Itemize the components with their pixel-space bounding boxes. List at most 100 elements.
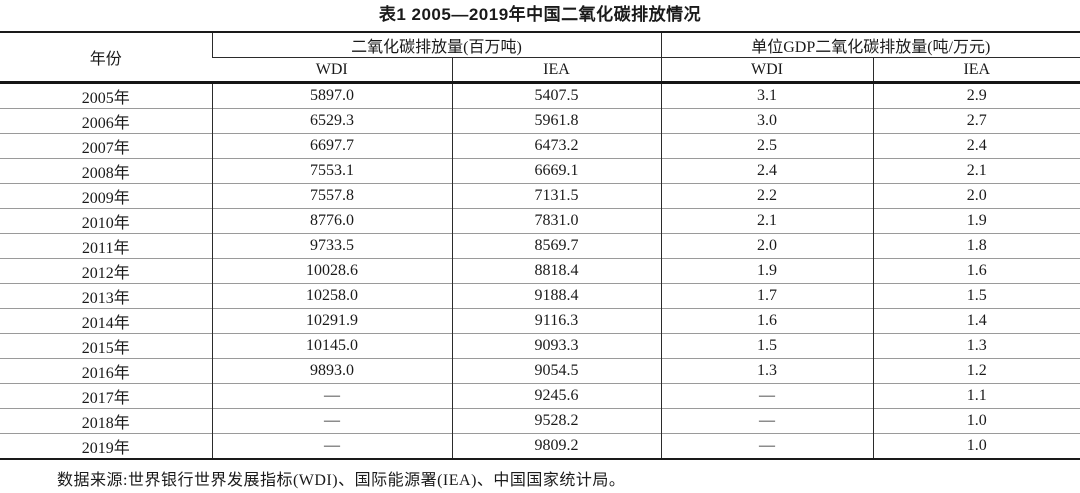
cell-int-iea: 1.6	[872, 258, 1080, 284]
cell-year: 2017年	[0, 383, 212, 409]
cell-int-wdi: 1.5	[660, 333, 874, 359]
table-row: 2005年 5897.0 5407.5 3.1 2.9	[0, 82, 1080, 109]
cell-int-iea: 1.3	[872, 333, 1080, 359]
cell-year: 2007年	[0, 133, 212, 159]
header-year: 年份	[0, 32, 212, 84]
table-row: 2012年 10028.6 8818.4 1.9 1.6	[0, 258, 1080, 284]
cell-year: 2005年	[81, 90, 130, 107]
cell-int-iea: 2.0	[872, 183, 1080, 209]
cell-co2-wdi: 10145.0	[211, 333, 452, 359]
cell-co2-wdi: —	[211, 433, 452, 459]
cell-co2-wdi: 9893.0	[211, 358, 452, 384]
cell-co2-wdi: 8776.0	[211, 208, 452, 234]
cell-int-wdi: —	[660, 433, 874, 459]
cell-year: 2008年	[0, 158, 212, 184]
cell-co2-wdi: 10291.9	[211, 308, 452, 334]
cell-co2-wdi: 9733.5	[211, 233, 452, 259]
cell-year: 2015年	[0, 333, 212, 359]
cell-int-wdi: 2.4	[660, 158, 874, 184]
cell-int-wdi: 1.6	[660, 308, 874, 334]
cell-int-wdi: 1.3	[660, 358, 874, 384]
header-co2-iea: IEA	[451, 57, 662, 84]
cell-co2-iea: 6473.2	[451, 133, 662, 159]
header-intensity-iea: IEA	[872, 57, 1080, 84]
data-source-note: 数据来源:世界银行世界发展指标(WDI)、国际能源署(IEA)、中国国家统计局。	[57, 472, 626, 489]
header-group-row: 年份 二氧化碳排放量(百万吨) 单位GDP二氧化碳排放量(吨/万元)	[0, 32, 1080, 84]
cell-int-iea: 1.9	[872, 208, 1080, 234]
cell-int-wdi: 2.1	[660, 208, 874, 234]
cell-co2-iea: 8569.7	[451, 233, 662, 259]
cell-year: 2013年	[0, 283, 212, 309]
header-intensity-wdi: WDI	[660, 57, 874, 84]
cell-int-iea: 1.0	[872, 433, 1080, 459]
cell-int-wdi: 3.0	[660, 108, 874, 134]
table-header: 年份 二氧化碳排放量(百万吨) 单位GDP二氧化碳排放量(吨/万元) WDI I…	[0, 32, 1080, 84]
cell-co2-iea: 9528.2	[451, 408, 662, 434]
cell-co2-iea: 6669.1	[451, 158, 662, 184]
cell-year: 2012年	[0, 258, 212, 284]
table-row: 2019年 — 9809.2 — 1.0	[0, 433, 1080, 459]
table-row: 2009年 7557.8 7131.5 2.2 2.0	[0, 183, 1080, 209]
table-body: 2005年 5897.0 5407.5 3.1 2.9 2006年 6529.3…	[0, 82, 1080, 459]
table-row: 2014年 10291.9 9116.3 1.6 1.4	[0, 308, 1080, 334]
cell-co2-iea: 7131.5	[451, 183, 662, 209]
cell-co2-wdi: 5897.0	[211, 82, 452, 109]
cell-int-wdi: 2.5	[660, 133, 874, 159]
cell-int-iea: 1.0	[872, 408, 1080, 434]
cell-co2-iea: 9188.4	[451, 283, 662, 309]
cell-co2-iea: 5961.8	[451, 108, 662, 134]
cell-co2-iea: 9054.5	[451, 358, 662, 384]
table-row: 2013年 10258.0 9188.4 1.7 1.5	[0, 283, 1080, 309]
cell-year: 2009年	[0, 183, 212, 209]
table-row: 2016年 9893.0 9054.5 1.3 1.2	[0, 358, 1080, 384]
cell-year: 2011年	[0, 233, 212, 259]
cell-co2-wdi: 10258.0	[211, 283, 452, 309]
table-row: 2006年 6529.3 5961.8 3.0 2.7	[0, 108, 1080, 134]
cell-int-iea: 2.9	[872, 82, 1080, 109]
cell-co2-wdi: 6529.3	[211, 108, 452, 134]
cell-int-iea: 2.7	[872, 108, 1080, 134]
cell-co2-iea: 5407.5	[451, 82, 662, 109]
header-co2-group: 二氧化碳排放量(百万吨)	[211, 32, 662, 58]
table-row: 2017年 — 9245.6 — 1.1	[0, 383, 1080, 409]
table-row: 2011年 9733.5 8569.7 2.0 1.8	[0, 233, 1080, 259]
header-co2-wdi: WDI	[212, 57, 452, 84]
cell-co2-wdi: 7557.8	[211, 183, 452, 209]
cell-year: 2010年	[0, 208, 212, 234]
table-row: 2018年 — 9528.2 — 1.0	[0, 408, 1080, 434]
table-caption: 表1 2005—2019年中国二氧化碳排放情况	[378, 5, 702, 24]
cell-year: 2006年	[0, 108, 212, 134]
cell-co2-wdi: —	[211, 383, 452, 409]
cell-co2-iea: 7831.0	[451, 208, 662, 234]
table-row: 2015年 10145.0 9093.3 1.5 1.3	[0, 333, 1080, 359]
cell-co2-iea: 8818.4	[451, 258, 662, 284]
cell-co2-iea: 9116.3	[451, 308, 662, 334]
cell-co2-wdi: 7553.1	[211, 158, 452, 184]
cell-int-iea: 1.4	[872, 308, 1080, 334]
cell-year: 2016年	[0, 358, 212, 384]
table-row: 2010年 8776.0 7831.0 2.1 1.9	[0, 208, 1080, 234]
cell-int-wdi: 2.2	[660, 183, 874, 209]
cell-int-iea: 1.2	[872, 358, 1080, 384]
cell-int-wdi: —	[660, 383, 874, 409]
cell-int-iea: 1.1	[872, 383, 1080, 409]
cell-year: 2014年	[0, 308, 212, 334]
header-sub-row: WDI IEA WDI IEA	[0, 57, 1080, 84]
header-intensity-group: 单位GDP二氧化碳排放量(吨/万元)	[660, 32, 1080, 58]
table-row: 2008年 7553.1 6669.1 2.4 2.1	[0, 158, 1080, 184]
cell-co2-iea: 9809.2	[451, 433, 662, 459]
table-row: 2007年 6697.7 6473.2 2.5 2.4	[0, 133, 1080, 159]
cell-co2-wdi: —	[211, 408, 452, 434]
cell-co2-wdi: 6697.7	[211, 133, 452, 159]
cell-int-wdi: 1.9	[660, 258, 874, 284]
cell-int-iea: 2.1	[872, 158, 1080, 184]
cell-int-iea: 1.5	[872, 283, 1080, 309]
cell-co2-wdi: 10028.6	[211, 258, 452, 284]
cell-int-wdi: 3.1	[660, 82, 874, 109]
cell-int-wdi: —	[660, 408, 874, 434]
cell-co2-iea: 9245.6	[451, 383, 662, 409]
cell-int-iea: 1.8	[872, 233, 1080, 259]
cell-int-wdi: 1.7	[660, 283, 874, 309]
cell-int-wdi: 2.0	[660, 233, 874, 259]
